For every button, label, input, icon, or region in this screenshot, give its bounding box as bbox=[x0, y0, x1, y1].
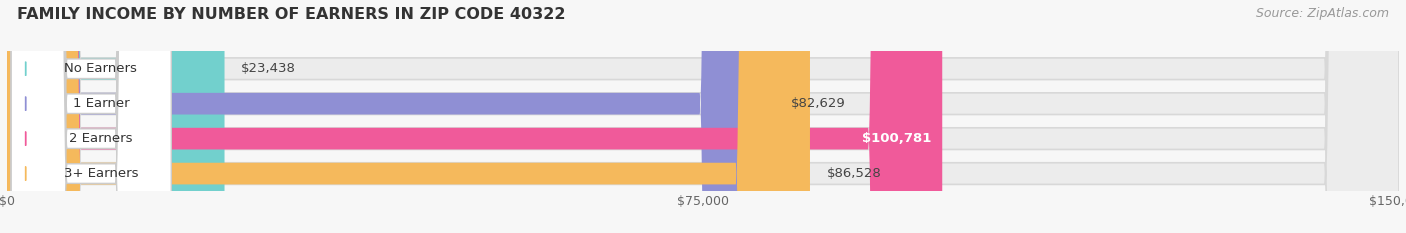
Text: Source: ZipAtlas.com: Source: ZipAtlas.com bbox=[1256, 7, 1389, 20]
Text: $23,438: $23,438 bbox=[242, 62, 297, 75]
FancyBboxPatch shape bbox=[7, 0, 773, 233]
Text: $86,528: $86,528 bbox=[827, 167, 882, 180]
Text: FAMILY INCOME BY NUMBER OF EARNERS IN ZIP CODE 40322: FAMILY INCOME BY NUMBER OF EARNERS IN ZI… bbox=[17, 7, 565, 22]
FancyBboxPatch shape bbox=[7, 0, 1399, 233]
FancyBboxPatch shape bbox=[7, 0, 1399, 233]
Text: 2 Earners: 2 Earners bbox=[69, 132, 132, 145]
FancyBboxPatch shape bbox=[7, 0, 1399, 233]
Text: $100,781: $100,781 bbox=[862, 132, 931, 145]
Text: $82,629: $82,629 bbox=[790, 97, 845, 110]
Text: No Earners: No Earners bbox=[65, 62, 138, 75]
Text: 1 Earner: 1 Earner bbox=[73, 97, 129, 110]
FancyBboxPatch shape bbox=[7, 0, 1399, 233]
FancyBboxPatch shape bbox=[11, 0, 172, 233]
FancyBboxPatch shape bbox=[7, 0, 942, 233]
FancyBboxPatch shape bbox=[7, 0, 810, 233]
Text: 3+ Earners: 3+ Earners bbox=[63, 167, 138, 180]
FancyBboxPatch shape bbox=[7, 0, 225, 233]
FancyBboxPatch shape bbox=[11, 0, 172, 233]
FancyBboxPatch shape bbox=[11, 0, 172, 233]
FancyBboxPatch shape bbox=[11, 0, 172, 233]
